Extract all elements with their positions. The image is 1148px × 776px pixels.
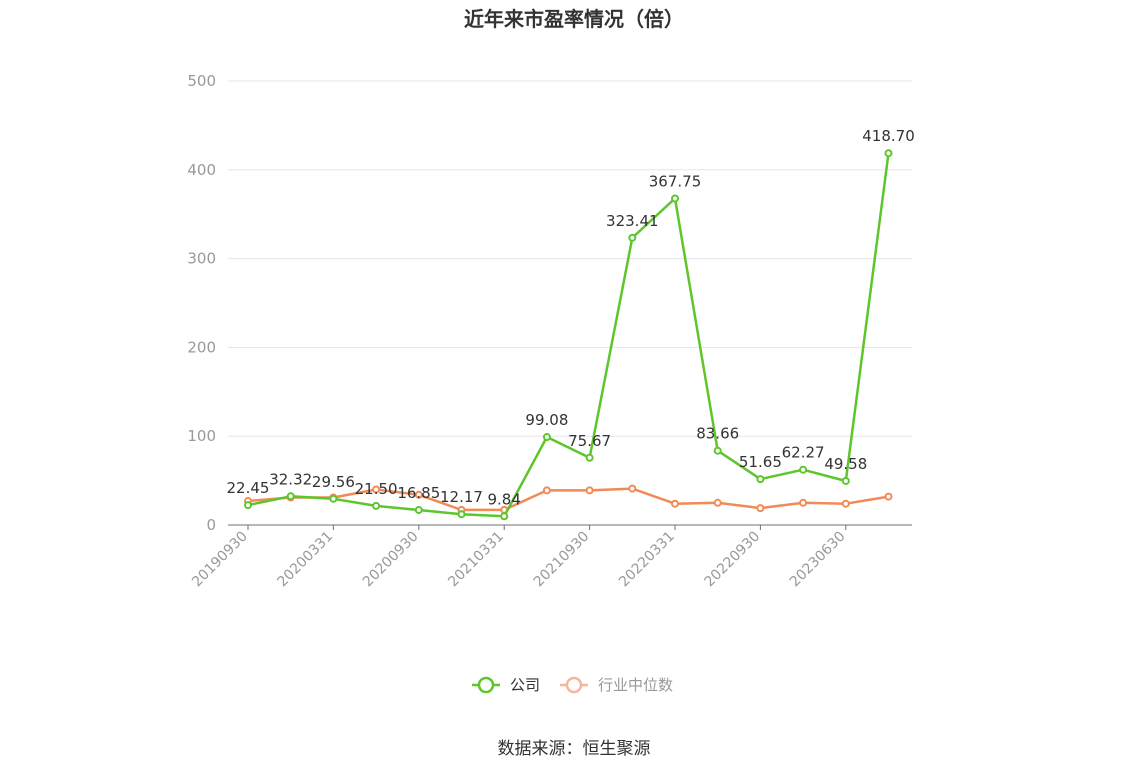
legend-marker bbox=[477, 676, 495, 694]
data-point[interactable] bbox=[414, 490, 423, 499]
data-label: 49.58 bbox=[824, 455, 867, 473]
legend-label: 公司 bbox=[510, 676, 540, 694]
data-point[interactable] bbox=[713, 446, 722, 455]
legend[interactable]: 公司 行业中位数 bbox=[472, 676, 673, 694]
series-line-1 bbox=[247, 487, 889, 512]
data-label: 75.67 bbox=[568, 432, 611, 450]
data-point[interactable] bbox=[500, 512, 509, 521]
data-label: 323.41 bbox=[606, 212, 659, 230]
data-point[interactable] bbox=[542, 486, 551, 495]
x-tick-label: 20210930 bbox=[531, 529, 593, 591]
y-tick-label: 400 bbox=[187, 161, 216, 179]
data-label: 99.08 bbox=[525, 411, 568, 429]
x-tick-label: 20220331 bbox=[616, 529, 678, 591]
data-point[interactable] bbox=[329, 494, 338, 503]
data-label: 12.17 bbox=[440, 488, 483, 506]
y-tick-label: 0 bbox=[206, 516, 216, 534]
data-point[interactable] bbox=[244, 501, 252, 510]
data-point[interactable] bbox=[799, 498, 808, 507]
data-point[interactable] bbox=[713, 498, 722, 507]
data-point[interactable] bbox=[884, 149, 893, 158]
y-tick-label: 200 bbox=[187, 338, 216, 356]
x-tick-label: 20210331 bbox=[445, 529, 507, 591]
legend-label: 行业中位数 bbox=[598, 676, 673, 694]
data-point[interactable] bbox=[841, 476, 850, 485]
data-point[interactable] bbox=[372, 501, 381, 510]
data-label: 29.56 bbox=[312, 473, 355, 491]
x-tick-label: 20190930 bbox=[189, 529, 251, 591]
data-point[interactable] bbox=[457, 510, 466, 519]
y-tick-label: 100 bbox=[187, 427, 216, 445]
x-tick-label: 20200930 bbox=[360, 529, 422, 591]
data-point[interactable] bbox=[671, 194, 679, 203]
data-label: 16.85 bbox=[397, 484, 440, 502]
y-axis: 0 100 200 300 400 500 bbox=[187, 72, 216, 534]
data-point[interactable] bbox=[671, 499, 679, 508]
series-line-0 bbox=[247, 153, 890, 518]
data-point[interactable] bbox=[756, 504, 765, 513]
data-point[interactable] bbox=[756, 475, 765, 484]
data-label: 21.50 bbox=[355, 480, 398, 498]
x-tick-label: 20230630 bbox=[787, 529, 849, 591]
data-label: 367.75 bbox=[649, 172, 702, 190]
legend-item-1[interactable]: 行业中位数 bbox=[560, 676, 673, 694]
legend-item-0[interactable]: 公司 bbox=[472, 676, 540, 694]
grid-lines bbox=[228, 80, 912, 437]
data-label: 83.66 bbox=[696, 425, 739, 443]
data-point[interactable] bbox=[884, 492, 893, 501]
y-tick-label: 300 bbox=[187, 250, 216, 268]
data-point[interactable] bbox=[542, 433, 551, 442]
x-axis: 20190930 20200331 20200930 20210331 20210930… bbox=[189, 524, 912, 591]
data-point[interactable] bbox=[628, 484, 637, 493]
data-point[interactable] bbox=[286, 492, 295, 501]
data-label: 51.65 bbox=[739, 453, 782, 471]
data-point[interactable] bbox=[841, 499, 850, 508]
data-point[interactable] bbox=[414, 506, 423, 515]
data-point[interactable] bbox=[372, 485, 381, 494]
source-note: 数据来源：恒生聚源 bbox=[498, 739, 651, 759]
x-tick-label: 20200331 bbox=[275, 529, 337, 591]
series-lines bbox=[244, 149, 893, 521]
data-labels: 22.45 32.32 29.56 21.50 16.85 12.17 9.84 99.087… bbox=[227, 127, 915, 508]
chart-title: 近年来市盈率情况（倍） bbox=[464, 7, 684, 31]
data-label: 32.32 bbox=[269, 470, 312, 488]
data-label: 9.84 bbox=[487, 490, 520, 508]
data-label: 418.70 bbox=[862, 127, 915, 145]
y-tick-label: 500 bbox=[187, 72, 216, 90]
data-point[interactable] bbox=[585, 486, 594, 495]
data-point[interactable] bbox=[585, 453, 594, 462]
data-label: 62.27 bbox=[782, 444, 825, 462]
data-point[interactable] bbox=[628, 233, 637, 242]
x-tick-label: 20220930 bbox=[702, 529, 764, 591]
legend-marker bbox=[565, 676, 583, 694]
data-label: 22.45 bbox=[227, 479, 270, 497]
data-point[interactable] bbox=[799, 465, 808, 474]
